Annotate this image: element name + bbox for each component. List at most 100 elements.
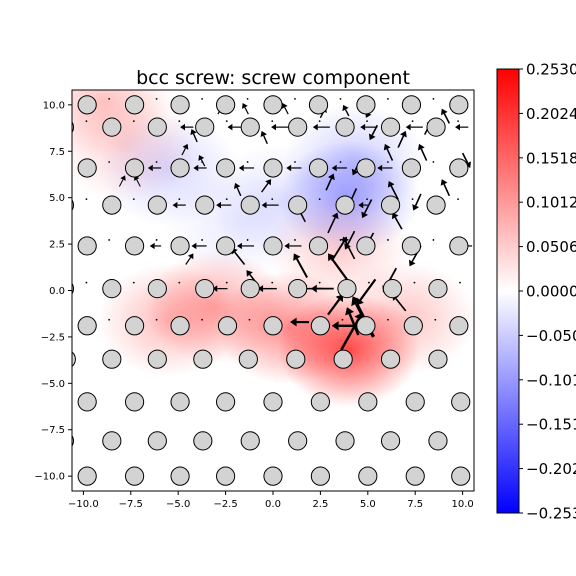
atom-marker — [124, 158, 145, 178]
atom-marker — [286, 349, 306, 369]
x-tick-label: 2.5 — [312, 499, 328, 510]
atom-marker — [77, 95, 97, 115]
displacement-arrow — [360, 123, 378, 131]
displacement-arrow — [118, 175, 126, 187]
small-displacement-mark — [413, 281, 416, 284]
small-displacement-mark — [132, 198, 135, 201]
small-displacement-mark — [411, 120, 414, 123]
atom-marker — [147, 195, 167, 215]
small-displacement-mark — [366, 198, 368, 201]
displacement-arrow — [261, 179, 272, 193]
atom-marker — [195, 195, 215, 215]
x-axis: −10.0 −7.5 −5.0 −2.5 0.0 2.5 5.0 7.5 10.0 — [68, 491, 474, 510]
small-displacement-mark — [432, 97, 435, 100]
atom-marker — [308, 95, 329, 115]
x-tick-label: 0.0 — [265, 499, 281, 510]
small-displacement-mark — [387, 97, 389, 100]
atom-marker — [147, 349, 167, 369]
atom-marker — [124, 95, 145, 115]
atom-marker — [263, 95, 283, 115]
atom-marker — [215, 95, 236, 115]
displacement-arrow — [344, 230, 356, 250]
atom-marker — [170, 158, 190, 178]
colorbar-tick-label: 0.1518 — [526, 149, 576, 167]
displacement-arrow — [440, 179, 451, 197]
atom-marker — [333, 349, 353, 369]
displacement-arrow — [147, 164, 162, 172]
small-displacement-mark — [271, 120, 274, 123]
atom-marker — [380, 117, 401, 137]
displacement-arrow — [387, 180, 399, 200]
atom-marker — [358, 392, 378, 412]
atom-marker — [426, 195, 446, 215]
atom-marker — [401, 95, 422, 115]
atom-marker — [147, 279, 167, 299]
y-tick-label: −2.5 — [41, 332, 65, 343]
displacement-arrow — [325, 173, 335, 191]
atom-marker — [102, 195, 122, 215]
displacement-arrow — [397, 130, 407, 148]
small-displacement-mark — [201, 318, 203, 321]
colorbar-tick-label: −0.253 — [526, 505, 576, 523]
atom-marker — [263, 158, 283, 178]
displacement-arrow — [238, 164, 255, 172]
small-displacement-mark — [339, 161, 342, 163]
atom-marker — [147, 431, 167, 451]
small-displacement-mark — [155, 161, 158, 163]
colorbar-tick-label: 0.0000 — [526, 283, 576, 301]
atom-marker — [335, 117, 355, 137]
atom-marker — [215, 392, 236, 412]
small-displacement-mark — [271, 281, 274, 284]
colorbar-bar — [497, 69, 519, 513]
small-displacement-mark — [341, 318, 344, 321]
atom-marker — [451, 392, 471, 412]
colorbar-tick-label: −0.101 — [526, 371, 576, 389]
small-displacement-mark — [457, 120, 459, 123]
small-displacement-mark — [387, 318, 389, 321]
small-displacement-mark — [225, 198, 228, 201]
displacement-arrow — [185, 253, 194, 265]
atom-marker — [428, 279, 448, 299]
small-displacement-mark — [366, 120, 368, 123]
atom-marker — [147, 117, 167, 137]
small-displacement-mark — [294, 161, 296, 163]
x-tick-label: −10.0 — [68, 499, 99, 510]
small-displacement-mark — [368, 281, 370, 284]
small-displacement-mark — [387, 239, 389, 241]
atom-marker — [170, 316, 190, 336]
small-displacement-mark — [318, 120, 321, 123]
displacement-arrow — [271, 123, 289, 131]
atom-marker — [77, 316, 97, 336]
small-displacement-mark — [248, 318, 251, 321]
displacement-arrow — [193, 164, 207, 172]
atom-marker — [335, 195, 355, 215]
displacement-arrow — [233, 182, 242, 197]
y-axis: −10.0 −7.5 −5.0 −2.5 0.0 2.5 5.0 7.5 10.0 — [34, 100, 72, 483]
atom-marker — [428, 349, 448, 369]
small-displacement-mark — [132, 120, 135, 123]
atom-marker — [195, 117, 215, 137]
small-displacement-mark — [225, 120, 228, 123]
small-displacement-mark — [132, 281, 135, 284]
atom-marker — [356, 95, 376, 115]
displacement-arrow — [417, 143, 428, 161]
atom-marker — [288, 279, 308, 299]
displacement-arrow — [293, 253, 309, 278]
atom-marker — [380, 195, 401, 215]
small-displacement-mark — [201, 161, 203, 163]
atom-marker — [215, 236, 236, 256]
atom-marker — [102, 279, 122, 299]
small-displacement-mark — [201, 97, 203, 100]
x-tick-label: −2.5 — [213, 499, 237, 510]
plot-area: bcc screw: screw component −10.0 −7.5 −5.0… — [34, 67, 475, 510]
y-tick-label: −5.0 — [41, 379, 65, 390]
atom-marker — [335, 431, 355, 451]
atom-marker — [215, 466, 236, 486]
small-displacement-mark — [201, 239, 203, 241]
small-displacement-mark — [85, 281, 88, 284]
displacement-arrow — [331, 164, 347, 172]
colorbar-tick-label: −0.202 — [526, 460, 576, 478]
displacement-arrow — [172, 201, 186, 209]
displacement-arrow — [327, 212, 339, 234]
